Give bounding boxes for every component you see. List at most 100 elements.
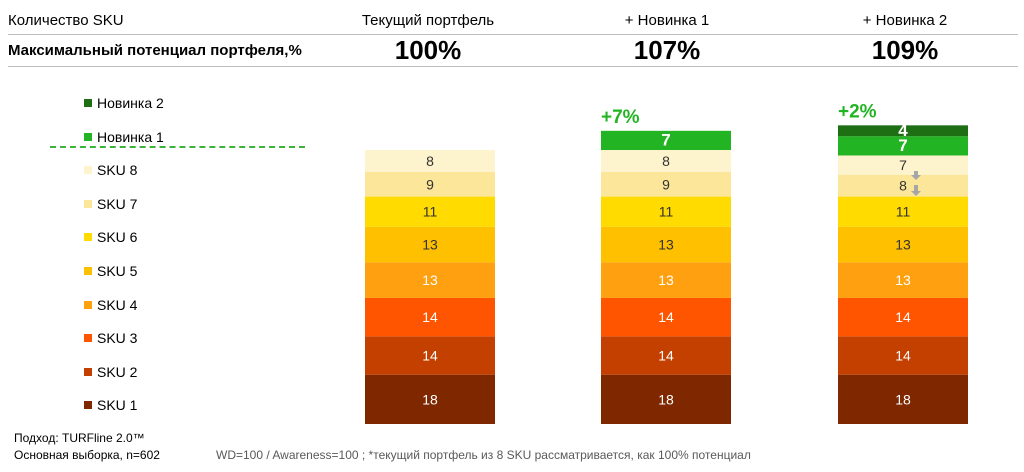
bar-value-label: 13 [895,237,911,253]
bar-segment-sku-4 [838,262,968,298]
header-divider-top [8,34,1018,35]
bar-segment-sku-4 [365,262,495,298]
decrease-arrow-icon [911,171,921,180]
legend-swatch [84,233,92,242]
column-potential-new2: 109% [871,35,939,65]
legend-swatch [84,132,92,141]
bar-segment-sku-2 [838,336,968,375]
bar-value-label: 14 [895,348,911,364]
legend-item: SKU 6 [84,228,137,246]
bar-segment-sku-7 [838,174,968,197]
bar-value-label: 9 [426,176,434,192]
legend-item: Новинка 2 [84,94,164,112]
column-potential-new1: 107% [633,35,701,65]
column-title-current: Текущий портфель [361,12,495,29]
bar-segment-sku-5 [601,226,731,263]
legend-swatch [84,267,92,275]
bar-segment-sku-8 [838,155,968,175]
legend-label: SKU 8 [97,162,138,179]
legend-label: Новинка 2 [97,95,164,111]
legend-swatch [84,367,92,376]
legend-item: SKU 3 [84,329,137,347]
bar-value-label: 14 [658,348,674,364]
bar-value-label: 8 [662,153,670,169]
header-divider-bottom [8,66,1018,67]
bar-value-label: 7 [898,136,907,155]
bar-value-label: 8 [426,153,434,169]
sku-count-label: Количество SKU [8,12,124,29]
bar-segment-sku-5 [838,226,968,263]
bar-value-label: 11 [423,204,438,220]
footer-note: WD=100 / Awareness=100 ; *текущий портфе… [216,448,751,462]
increment-label: +2% [838,101,877,122]
legend-item: SKU 4 [84,296,137,314]
bar-segment-новинка-1 [601,130,731,150]
legend-swatch [84,334,92,343]
bar-segment-sku-6 [601,196,731,227]
bar-segment-sku-3 [601,297,731,337]
bar-segment-sku-4 [601,262,731,298]
bar-value-label: 14 [658,309,674,325]
column-title-new1: + Новинка 1 [624,12,710,29]
bar-value-label: 7 [661,130,670,149]
legend-swatch [84,166,92,175]
legend-swatch [84,401,92,410]
increment-label: +7% [601,107,640,128]
portfolio-potential-label: Максимальный потенциал портфеля,% [8,42,302,59]
column-title-new2: + Новинка 2 [862,12,948,29]
footer-method: Подход: TURFline 2.0™ [14,431,145,445]
bar-value-label: 13 [422,272,438,288]
bar-value-label: 8 [899,178,907,194]
bar-segment-sku-7 [365,171,495,197]
bar-segment-sku-6 [365,196,495,227]
legend-swatch [84,99,92,107]
column-potential-current: 100% [394,35,462,65]
bar-value-label: 11 [896,204,911,220]
bar-value-label: 7 [899,157,907,173]
legend-swatch [84,199,92,208]
bar-segment-sku-8 [601,150,731,172]
legend-item: SKU 1 [84,396,137,414]
decrease-arrow-icon [911,185,921,196]
footer-sample: Основная выборка, n=602 [14,448,160,462]
bar-value-label: 18 [422,391,438,407]
bar-value-label: 13 [658,272,674,288]
legend-label: SKU 1 [97,397,138,414]
bar-segment-новинка-2 [838,125,968,137]
bar-value-label: 11 [659,204,674,220]
bar-value-label: 13 [895,272,911,288]
legend-label: SKU 3 [97,330,138,347]
bar-segment-sku-5 [365,226,495,263]
legend-divider [50,146,305,148]
bar-value-label: 14 [422,348,438,364]
bar-segment-sku-1 [365,374,495,424]
bar-segment-sku-7 [601,171,731,197]
bar-segment-sku-6 [838,196,968,227]
bar-segment-sku-2 [601,336,731,375]
bar-segment-sku-3 [838,297,968,337]
bar-value-label: 9 [662,176,670,192]
legend-label: SKU 2 [97,363,138,380]
legend-item: SKU 8 [84,161,137,179]
bar-segment-sku-1 [838,374,968,424]
legend-label: Новинка 1 [97,128,164,145]
legend-item: Новинка 1 [84,128,164,146]
bar-segment-sku-1 [601,374,731,424]
bar-value-label: 14 [422,309,438,325]
legend-swatch [84,300,92,309]
bar-value-label: 18 [658,391,674,407]
bar-segment-sku-8 [365,150,495,172]
bar-value-label: 14 [895,309,911,325]
bar-segment-sku-2 [365,336,495,375]
legend-label: SKU 5 [97,263,138,279]
legend-label: SKU 4 [97,296,138,313]
bar-value-label: 4 [898,121,908,140]
legend-item: SKU 2 [84,363,137,381]
legend-item: SKU 7 [84,195,137,213]
bar-segment-новинка-1 [838,136,968,156]
bar-value-label: 18 [895,391,911,407]
legend-label: SKU 6 [97,229,138,246]
legend-item: SKU 5 [84,262,137,280]
bar-value-label: 13 [658,237,674,253]
